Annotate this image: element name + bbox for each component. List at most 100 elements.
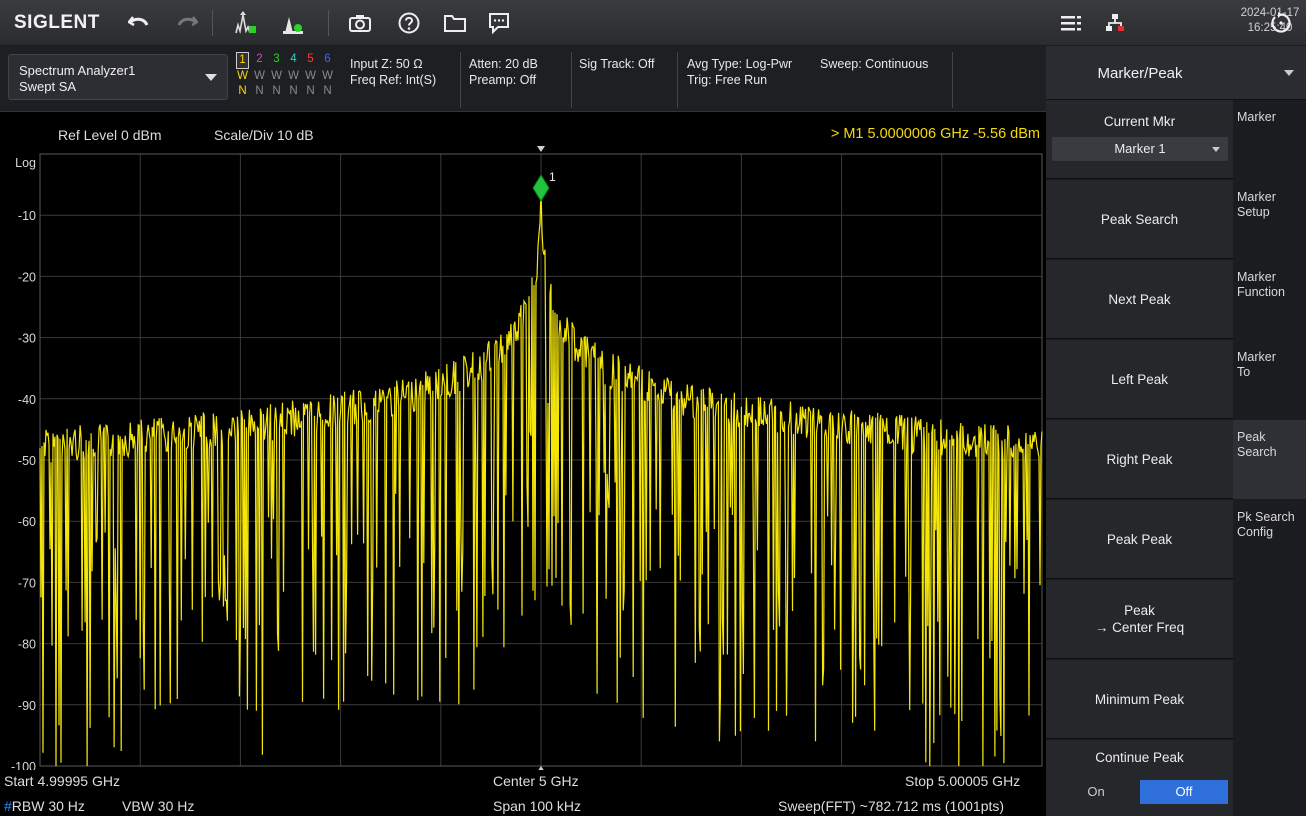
right-peak-button[interactable]: Right Peak [1046,420,1233,499]
tab-marker-function[interactable]: Marker Function [1233,260,1306,339]
trace-number[interactable]: 1 [236,52,249,69]
current-marker-label: Current Mkr [1103,114,1176,129]
continue-peak-softkey[interactable]: Continue Peak On Off [1046,740,1233,816]
toggle-on-option[interactable]: On [1087,784,1105,799]
top-toolbar: SIGLENT 2024-01-17 16:25:40 [0,0,1306,46]
y-axis-label: -40 [18,393,36,407]
input-info: Input Z: 50 Ω Freq Ref: Int(S) [350,56,436,88]
sweep-time[interactable]: Sweep(FFT) ~782.712 ms (1001pts) [778,798,1005,814]
signal-track: Sig Track: Off [579,57,655,71]
marker-1-icon [532,174,550,202]
tab-label: To [1237,365,1251,379]
trace-detector: N [323,85,332,97]
next-peak-label: Next Peak [1108,291,1171,307]
sweep-info: Sweep: Continuous [820,56,928,72]
peak-to-center-button[interactable]: Peak → Center Freq [1046,580,1233,659]
y-axis-label: -30 [18,332,36,346]
tab-label: Pk Search [1237,510,1295,524]
continue-peak-toggle[interactable]: On Off [1052,780,1228,804]
input-impedance: Input Z: 50 Ω [350,57,423,71]
center-frequency[interactable]: Center 5 GHz [493,773,579,789]
peak-marker-icon[interactable] [231,8,261,38]
avg-type: Avg Type: Log-Pwr [687,57,793,71]
tab-label: Peak [1237,430,1266,444]
trace-detector: N [289,85,298,97]
peak-search-button[interactable]: Peak Search [1046,180,1233,259]
y-axis-label: Log [15,156,36,170]
trace-number[interactable]: 6 [324,53,331,65]
spectrum-plot[interactable]: Log -10 -20 -30 -40 -50 -60 -70 -80 -90 -100 1 [0,140,1046,770]
left-peak-label: Left Peak [1110,371,1169,387]
analyzer-mode-select[interactable]: Spectrum Analyzer1 Swept SA [8,54,228,100]
mode-type: Swept SA [19,79,77,94]
average-info: Avg Type: Log-Pwr Trig: Free Run [687,56,792,88]
folder-icon[interactable] [440,8,470,38]
trace-type: W [271,70,282,82]
menu-title-select[interactable]: Marker/Peak [1046,46,1306,100]
attenuation-info: Atten: 20 dB Preamp: Off [469,56,538,88]
tab-marker-to[interactable]: Marker To [1233,340,1306,419]
span-value[interactable]: Span 100 kHz [493,798,581,814]
current-marker-softkey[interactable]: Current Mkr Marker 1 [1046,100,1233,179]
minimum-peak-label: Minimum Peak [1094,691,1185,707]
tab-pk-search-config[interactable]: Pk Search Config [1233,500,1306,579]
menu-icon[interactable] [1056,8,1086,38]
right-peak-label: Right Peak [1106,451,1173,467]
plot-header: Ref Level 0 dBm Scale/Div 10 dB > M1 5.0… [0,112,1046,146]
y-axis-label: -90 [18,699,36,713]
vbw-value[interactable]: VBW 30 Hz [122,798,195,814]
trace-detector: N [272,85,281,97]
scale-per-div[interactable]: Scale/Div 10 dB [214,127,314,143]
undo-icon[interactable] [124,8,154,38]
signal-track-info: Sig Track: Off [579,56,655,72]
trace-number[interactable]: 2 [256,53,263,65]
restart-icon[interactable] [1266,8,1296,38]
left-peak-button[interactable]: Left Peak [1046,340,1233,419]
help-icon[interactable] [394,8,424,38]
peak-search-label: Peak Search [1100,211,1179,227]
y-axis-label: -10 [18,209,36,223]
tab-peak-search[interactable]: Peak Search [1233,420,1306,499]
redo-icon[interactable] [172,8,202,38]
marker-readout: > M1 5.0000006 GHz -5.56 dBm [830,126,1040,142]
tab-marker-setup[interactable]: Marker Setup [1233,180,1306,259]
start-frequency[interactable]: Start 4.99995 GHz [4,773,120,789]
attenuation: Atten: 20 dB [469,57,538,71]
stop-frequency[interactable]: Stop 5.00005 GHz [905,773,1021,789]
auto-tune-icon[interactable] [278,8,308,38]
trace-number[interactable]: 3 [273,53,280,65]
current-marker-dropdown[interactable]: Marker 1 [1052,137,1228,161]
dropdown-arrow-icon [205,74,217,81]
peak-peak-button[interactable]: Peak Peak [1046,500,1233,579]
ref-level[interactable]: Ref Level 0 dBm [58,127,162,143]
y-axis-label: -80 [18,638,36,652]
trace-type: W [288,70,299,82]
tab-label: Setup [1237,205,1270,219]
next-peak-button[interactable]: Next Peak [1046,260,1233,339]
trace-type: W [305,70,316,82]
toggle-off-option[interactable]: Off [1140,780,1228,804]
tab-label: Config [1237,525,1274,539]
freq-reference: Freq Ref: Int(S) [350,73,437,87]
tab-label: Search [1237,445,1277,459]
trace-number[interactable]: 5 [307,53,314,65]
message-icon[interactable] [484,8,514,38]
trace-type: W [322,70,333,82]
sweep-mode: Sweep: Continuous [820,57,929,71]
camera-icon[interactable] [345,8,375,38]
trace-type: W [254,70,265,82]
menu-title: Marker/Peak [1097,65,1183,82]
network-icon[interactable] [1100,8,1130,38]
minimum-peak-button[interactable]: Minimum Peak [1046,660,1233,739]
rbw-value[interactable]: RBW 30 Hz [11,798,85,814]
trace-number[interactable]: 4 [290,53,297,65]
y-axis-label: -100 [11,760,36,770]
tab-label: Marker [1237,350,1276,364]
siglent-logo: SIGLENT [14,12,100,33]
trace-detector: N [306,85,315,97]
tab-marker[interactable]: Marker [1233,100,1306,179]
center-top-marker-icon [537,146,545,152]
center-bottom-marker-icon [538,766,544,770]
